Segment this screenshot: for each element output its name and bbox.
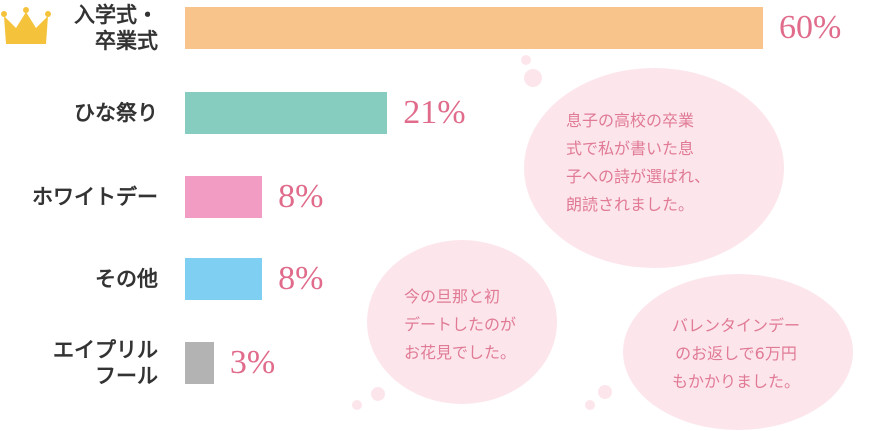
crown-icon [4,12,48,44]
speech-bubbles [352,55,853,430]
category-label: ホワイトデー [32,185,158,209]
annotation: 今の旦那と初 デートしたのが お花見でした。 [404,287,517,362]
annotation: 息子の高校の卒業 式で私が書いた息 子への詩が選ばれ、 朗読されました。 [566,111,711,214]
bar [185,176,263,218]
category-label: 入学式・ 卒業式 [74,3,158,53]
value-label: 8% [278,178,324,215]
value-label: 8% [278,260,324,297]
bar [185,258,263,300]
value-label: 3% [229,344,276,381]
bar [185,7,763,49]
value-label: 60% [779,9,842,46]
category-label: その他 [95,267,158,291]
bar [185,342,214,384]
category-label: ひな祭り [74,101,158,125]
category-label: エイプリル フール [53,338,158,388]
value-label: 21% [403,94,466,131]
bar [185,92,388,134]
annotation: バレンタインデー のお返しで6万円 もかかりました。 [672,316,801,391]
